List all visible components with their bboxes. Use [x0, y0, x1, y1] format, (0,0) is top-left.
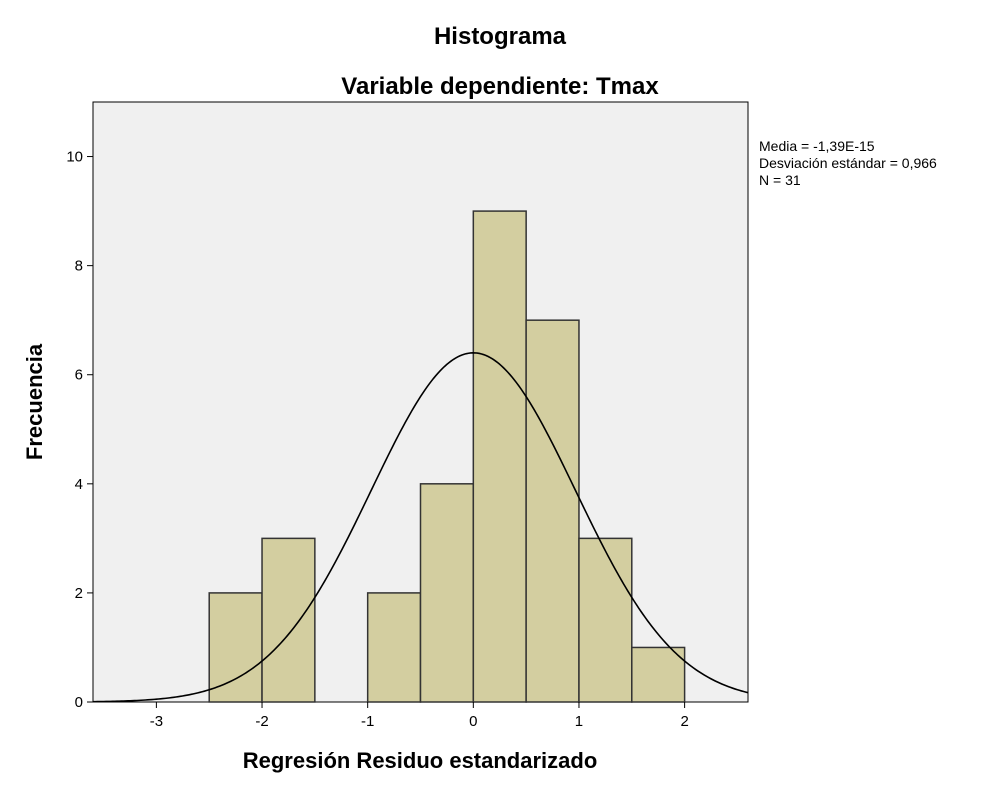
chart-subtitle: Variable dependiente: Tmax: [341, 73, 659, 100]
y-tick-label: 2: [75, 585, 83, 602]
x-tick-label: 1: [575, 713, 583, 730]
x-tick-label: 2: [680, 713, 688, 730]
histogram-bar: [208, 592, 263, 703]
chart-title: Histograma: [434, 23, 567, 50]
histogram-bar: [631, 646, 686, 703]
histogram-bar: [525, 319, 580, 703]
x-tick-label: -2: [255, 713, 268, 730]
y-axis-title: Frecuencia: [22, 343, 47, 460]
stats-std-dev: Desviación estándar = 0,966: [759, 155, 937, 171]
stats-mean: Media = -1,39E-15: [759, 138, 875, 154]
x-tick-label: -3: [150, 713, 163, 730]
x-tick-label: -1: [361, 713, 374, 730]
histogram-bar: [261, 537, 316, 703]
y-tick-label: 6: [75, 367, 83, 384]
histogram-bar: [578, 537, 633, 703]
y-tick-label: 4: [75, 476, 83, 493]
histogram-bar: [366, 592, 422, 703]
histogram-bar: [472, 210, 527, 703]
y-tick-label: 8: [75, 258, 83, 275]
stats-n: N = 31: [759, 172, 801, 188]
y-tick-label: 0: [75, 694, 83, 711]
y-tick-label: 10: [66, 149, 83, 166]
x-axis-title: Regresión Residuo estandarizado: [243, 748, 598, 773]
histogram-bar: [419, 483, 475, 703]
normal-curve: [92, 352, 749, 703]
x-tick-label: 0: [469, 713, 477, 730]
